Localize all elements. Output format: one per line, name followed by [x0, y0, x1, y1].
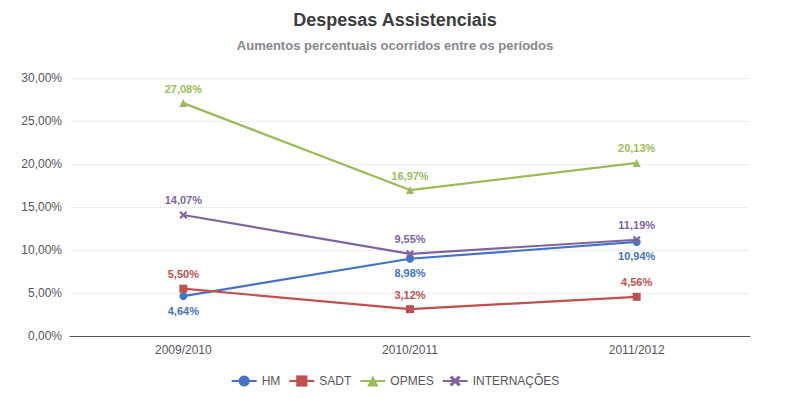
svg-text:2009/2010: 2009/2010 [155, 343, 212, 357]
svg-text:5,00%: 5,00% [28, 286, 62, 300]
svg-text:16,97%: 16,97% [391, 170, 429, 182]
svg-text:0,00%: 0,00% [28, 329, 62, 343]
svg-text:14,07%: 14,07% [165, 194, 203, 206]
svg-text:8,98%: 8,98% [394, 267, 425, 279]
svg-text:10,94%: 10,94% [618, 250, 656, 262]
svg-text:15,00%: 15,00% [21, 200, 62, 214]
svg-text:27,08%: 27,08% [165, 83, 203, 95]
svg-text:10,00%: 10,00% [21, 243, 62, 257]
svg-text:11,19%: 11,19% [618, 219, 655, 231]
svg-text:3,12%: 3,12% [394, 289, 425, 301]
svg-text:9,55%: 9,55% [394, 233, 425, 245]
svg-text:OPMES: OPMES [390, 374, 433, 388]
svg-text:HM: HM [262, 374, 281, 388]
svg-text:2011/2012: 2011/2012 [609, 343, 665, 357]
svg-text:4,56%: 4,56% [621, 276, 652, 288]
svg-text:30,00%: 30,00% [21, 71, 62, 85]
svg-text:25,00%: 25,00% [21, 114, 62, 128]
svg-text:INTERNAÇÕES: INTERNAÇÕES [473, 373, 560, 388]
svg-text:SADT: SADT [319, 374, 352, 388]
svg-text:Despesas Assistenciais: Despesas Assistenciais [293, 10, 496, 30]
svg-text:20,00%: 20,00% [21, 157, 62, 171]
svg-text:2010/2011: 2010/2011 [382, 343, 438, 357]
svg-text:4,64%: 4,64% [168, 305, 199, 317]
svg-text:Aumentos percentuais ocorridos: Aumentos percentuais ocorridos entre os … [237, 38, 553, 53]
svg-text:20,13%: 20,13% [618, 142, 656, 154]
svg-text:5,50%: 5,50% [168, 268, 199, 280]
